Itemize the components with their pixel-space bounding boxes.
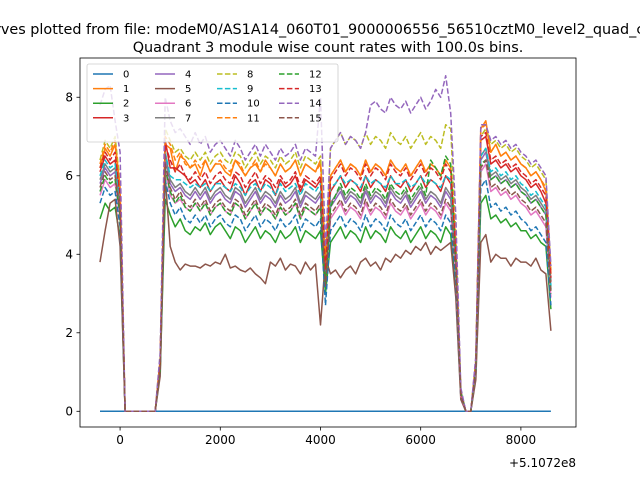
y-tick-label: 0: [65, 405, 73, 419]
y-tick-label: 6: [65, 169, 73, 183]
x-axis-offset-label: +5.1072e8: [509, 456, 576, 470]
legend-label: 2: [123, 99, 129, 110]
legend-item-12: 12: [279, 70, 322, 81]
legend-label: 12: [309, 70, 322, 81]
legend-item-9: 9: [217, 84, 253, 95]
legend-item-15: 15: [279, 113, 322, 124]
y-tick-label: 2: [65, 326, 73, 340]
legend-label: 7: [185, 113, 191, 124]
legend-item-7: 7: [155, 113, 191, 124]
legend-label: 8: [247, 70, 253, 81]
x-tick-label: 8000: [506, 433, 537, 447]
legend-box: [86, 63, 339, 143]
x-tick-label: 4000: [305, 433, 336, 447]
legend-item-10: 10: [217, 99, 260, 110]
legend-item-2: 2: [93, 99, 129, 110]
legend-item-4: 4: [155, 70, 191, 81]
series-line-15: [99, 159, 552, 413]
legend-label: 6: [185, 99, 191, 110]
figure-suptitle: Light curves plotted from file: modeM0/A…: [0, 22, 640, 38]
legend-item-14: 14: [279, 99, 322, 110]
legend-label: 0: [123, 70, 129, 81]
legend-item-8: 8: [217, 70, 253, 81]
legend-item-1: 1: [93, 84, 129, 95]
legend-item-0: 0: [93, 70, 129, 81]
legend-label: 10: [247, 99, 260, 110]
legend-label: 5: [185, 84, 191, 95]
x-tick-label: 2000: [205, 433, 236, 447]
legend-label: 13: [309, 84, 322, 95]
x-axis: 0 2000 4000 6000 8000: [116, 427, 536, 447]
legend-label: 9: [247, 84, 253, 95]
legend-label: 4: [185, 70, 191, 81]
y-axis: 0 2 4 6 8: [65, 91, 80, 419]
legend-label: 15: [309, 113, 322, 124]
legend-item-6: 6: [155, 99, 191, 110]
x-tick-label: 6000: [405, 433, 436, 447]
y-tick-label: 4: [65, 248, 73, 262]
legend-item-13: 13: [279, 84, 322, 95]
axes-frame: [79, 57, 577, 428]
y-tick-label: 8: [65, 91, 73, 105]
legend-label: 1: [123, 84, 129, 95]
legend-label: 3: [123, 113, 129, 124]
axes-title: Quadrant 3 module wise count rates with …: [133, 40, 524, 56]
legend-item-11: 11: [217, 113, 260, 124]
legend-label: 14: [309, 99, 322, 110]
legend-label: 11: [247, 113, 260, 124]
legend-item-3: 3: [93, 113, 129, 124]
x-tick-label: 0: [116, 433, 124, 447]
legend-item-5: 5: [155, 84, 191, 95]
